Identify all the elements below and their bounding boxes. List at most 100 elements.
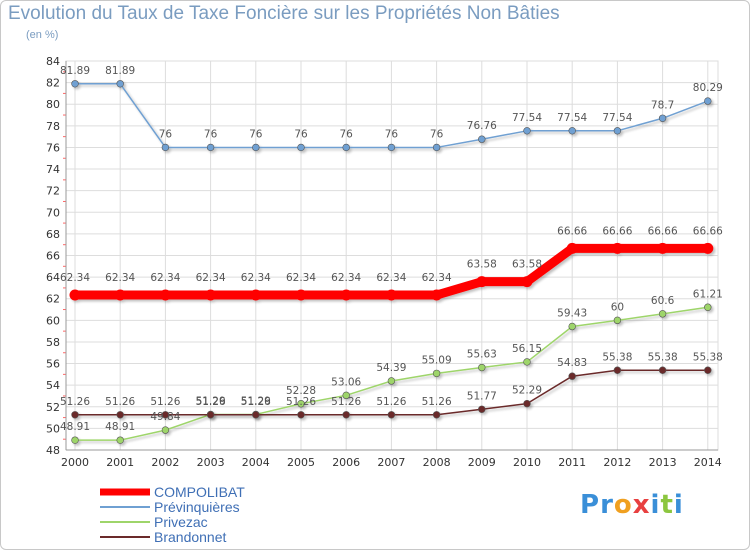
- data-point: [250, 289, 262, 301]
- data-point: [161, 411, 170, 419]
- data-point: [342, 143, 350, 152]
- data-point: [478, 135, 486, 143]
- y-tick-label: 84: [46, 55, 60, 68]
- data-label: 51.26: [241, 396, 271, 408]
- y-tick-label: 78: [46, 120, 60, 133]
- y-tick-label: 52: [46, 401, 60, 414]
- x-tick-label: 2005: [287, 456, 315, 469]
- data-point: [613, 127, 622, 135]
- data-point: [340, 289, 352, 301]
- logo-letter: i: [650, 490, 661, 520]
- data-point: [657, 242, 669, 254]
- y-tick-label: 80: [46, 98, 60, 111]
- x-tick-label: 2001: [106, 456, 134, 469]
- x-tick-label: 2002: [151, 456, 179, 469]
- legend-label: COMPOLIBAT: [154, 484, 245, 500]
- data-label: 55.63: [467, 349, 497, 361]
- data-label: 62.34: [331, 272, 361, 284]
- x-tick-label: 2011: [558, 456, 586, 469]
- data-label: 62.34: [105, 272, 135, 284]
- data-label: 51.77: [467, 390, 497, 402]
- data-label: 76: [294, 128, 308, 140]
- data-label: 49.84: [150, 411, 180, 423]
- data-label: 80.29: [693, 82, 723, 94]
- data-point: [69, 289, 81, 301]
- data-label: 66.66: [557, 225, 587, 237]
- legend-label: Privezac: [154, 514, 208, 530]
- data-point: [297, 143, 305, 152]
- logo-letter: o: [613, 490, 633, 520]
- data-point: [476, 276, 488, 288]
- data-point: [523, 127, 531, 135]
- data-label: 54.83: [557, 357, 587, 369]
- data-point: [387, 377, 396, 385]
- data-label: 53.06: [331, 376, 361, 388]
- data-point: [342, 391, 350, 400]
- data-label: 63.58: [512, 259, 542, 271]
- data-point: [116, 411, 124, 419]
- data-label: 77.54: [512, 112, 542, 124]
- data-point: [161, 143, 170, 152]
- data-label: 51.26: [60, 396, 90, 408]
- data-point: [71, 436, 79, 444]
- legend-label: Prévinquières: [154, 499, 240, 515]
- data-label: 76: [204, 128, 218, 140]
- data-label: 62.34: [241, 272, 271, 284]
- data-point: [568, 322, 576, 331]
- data-label: 66.66: [648, 225, 678, 237]
- x-tick-label: 2010: [513, 456, 541, 469]
- data-label: 76: [249, 128, 263, 140]
- data-point: [206, 411, 215, 419]
- data-point: [568, 372, 576, 380]
- x-tick-label: 2008: [423, 456, 451, 469]
- y-tick-label: 62: [46, 293, 60, 306]
- data-point: [658, 310, 667, 318]
- x-tick-label: 2013: [649, 456, 677, 469]
- y-tick-label: 50: [46, 422, 60, 435]
- data-label: 62.34: [196, 272, 226, 284]
- data-point: [521, 276, 533, 288]
- data-label: 51.26: [105, 396, 135, 408]
- data-point: [252, 411, 260, 419]
- data-label: 63.58: [467, 259, 497, 271]
- x-tick-label: 2000: [61, 456, 89, 469]
- data-point: [385, 289, 397, 301]
- logo-letter: P: [580, 490, 601, 520]
- data-label: 51.26: [150, 396, 180, 408]
- data-label: 76: [159, 128, 173, 140]
- x-tick-label: 2012: [603, 456, 631, 469]
- data-point: [432, 411, 441, 419]
- y-tick-label: 70: [46, 206, 60, 219]
- chart-title: Evolution du Taux de Taxe Foncière sur l…: [8, 3, 560, 24]
- data-point: [613, 366, 622, 374]
- data-point: [478, 405, 486, 413]
- data-label: 78.7: [651, 99, 674, 111]
- y-tick-label: 82: [46, 77, 60, 90]
- legend-label: Brandonnet: [154, 529, 227, 545]
- data-label: 51.26: [331, 396, 361, 408]
- data-label: 54.39: [376, 362, 406, 374]
- data-label: 76: [385, 128, 399, 140]
- axes: 48 50 52 54 56 58 60 62 64 66 68 70 72 74 76 78 80 82 84 20…: [46, 55, 722, 469]
- data-label: 62.34: [60, 272, 90, 284]
- data-label: 55.38: [693, 351, 723, 363]
- data-point: [295, 289, 307, 301]
- data-point: [704, 366, 712, 374]
- y-tick-label: 48: [46, 444, 60, 457]
- logo-letter: i: [673, 490, 684, 520]
- data-point: [159, 289, 171, 301]
- data-label: 81.89: [105, 65, 135, 77]
- chart-subtitle: (en %): [26, 29, 59, 41]
- data-label: 62.34: [286, 272, 316, 284]
- data-label: 55.09: [422, 354, 452, 366]
- x-tick-label: 2009: [468, 456, 496, 469]
- y-tick-label: 66: [46, 250, 60, 263]
- data-label: 51.26: [196, 396, 226, 408]
- data-label: 51.29: [241, 395, 271, 407]
- data-point: [387, 411, 396, 419]
- data-point: [566, 242, 578, 254]
- proxiti-logo: Proxiti: [580, 490, 684, 520]
- data-label: 48.91: [105, 421, 135, 433]
- data-point: [71, 411, 79, 419]
